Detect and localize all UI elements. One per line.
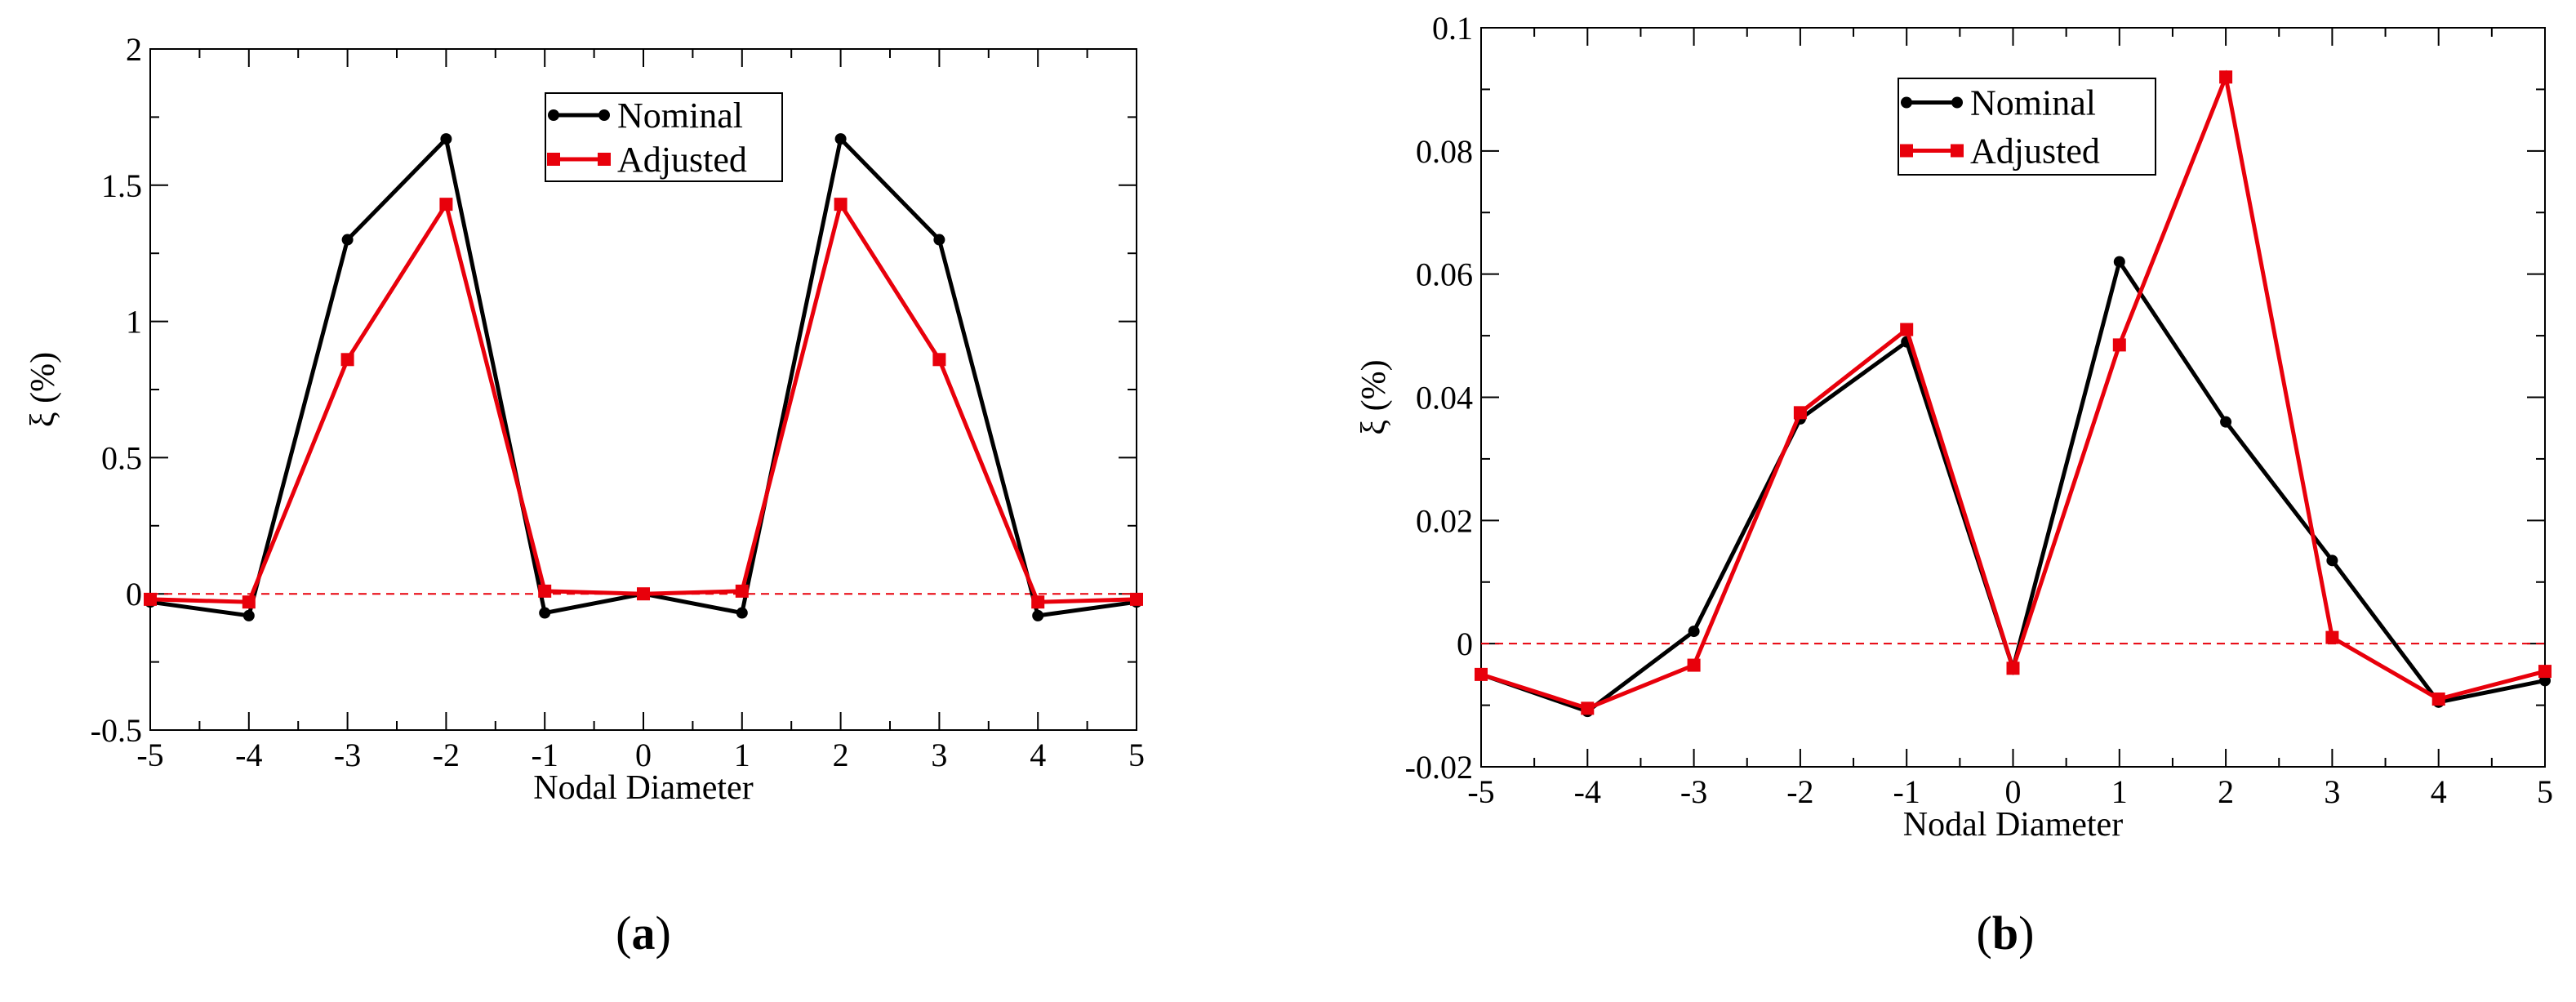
legend-box	[1898, 78, 2156, 176]
x-tick-label: 2	[2218, 773, 2234, 810]
data-point-adjusted	[1793, 406, 1807, 420]
x-tick-label: -5	[1467, 773, 1494, 810]
data-point-adjusted	[2219, 70, 2233, 84]
legend-marker	[1901, 96, 1912, 109]
data-point-adjusted	[1581, 701, 1595, 715]
series-line-nominal	[149, 134, 1137, 618]
x-tick-label: -3	[1680, 773, 1707, 810]
panel-caption-a: (a)	[616, 906, 671, 960]
data-point-adjusted	[2112, 338, 2126, 352]
x-tick-label: -4	[235, 737, 262, 773]
legend-label-nominal: Nominal	[1970, 83, 2096, 123]
legend-label-adjusted: Adjusted	[617, 140, 747, 180]
data-point-nominal	[933, 234, 945, 246]
y-tick-label: 0.5	[101, 439, 142, 476]
data-point-adjusted	[439, 198, 453, 212]
panel-caption-b: (b)	[1977, 906, 2035, 960]
data-point-adjusted	[1900, 323, 1914, 336]
y-tick-label: -0.5	[91, 712, 142, 749]
x-tick-label: -3	[334, 737, 361, 773]
x-tick-label: 2	[833, 737, 849, 773]
data-point-nominal	[2220, 416, 2232, 428]
data-point-adjusted	[2325, 630, 2339, 644]
x-tick-label: 4	[2431, 773, 2447, 810]
data-point-adjusted	[144, 592, 157, 606]
y-tick-label: 0.02	[1416, 502, 1473, 539]
legend-marker	[598, 153, 611, 166]
y-tick-label: 0	[1457, 626, 1473, 662]
data-point-adjusted	[834, 198, 848, 212]
data-point-adjusted	[340, 353, 354, 367]
y-tick-label: 2	[126, 31, 142, 68]
data-point-nominal	[1032, 609, 1044, 621]
x-tick-label: 1	[734, 737, 750, 773]
y-tick-label: 0.04	[1416, 380, 1473, 416]
data-point-adjusted	[1475, 667, 1488, 681]
chart-panel-a: -5 -4 -3 -2 -1 0 1 2 3 4 5 -0.5 0 0.5 1 1.5 2 Nodal Diame…	[24, 31, 1145, 807]
x-axis-label: Nodal Diameter	[533, 769, 753, 807]
legend-label-nominal: Nominal	[617, 96, 743, 136]
data-point-nominal	[2326, 554, 2338, 567]
x-tick-label: -2	[433, 737, 460, 773]
data-point-adjusted	[1687, 658, 1701, 672]
x-tick-label: 4	[1030, 737, 1046, 773]
y-tick-label: 1.5	[101, 167, 142, 204]
x-tick-label: -2	[1786, 773, 1813, 810]
y-tick-label: 0.06	[1416, 256, 1473, 293]
legend-label-adjusted: Adjusted	[1970, 131, 2100, 171]
legend-marker	[1900, 144, 1913, 158]
legend-marker	[548, 109, 559, 121]
y-tick-label: 0.1	[1432, 10, 1473, 47]
data-point-nominal	[341, 234, 354, 246]
panel-letter: a	[632, 906, 656, 960]
x-tick-label: -1	[532, 737, 558, 773]
data-point-nominal	[539, 607, 551, 619]
data-point-nominal	[1688, 626, 1700, 638]
data-point-nominal	[736, 607, 748, 619]
data-point-adjusted	[538, 584, 552, 598]
x-axis-label: Nodal Diameter	[1903, 806, 2123, 844]
legend-marker	[1951, 96, 1963, 109]
y-tick-label: 0.08	[1416, 133, 1473, 170]
chart-panel-b: -5 -4 -3 -2 -1 0 1 2 3 4 5 -0.02 0 0.02 0.04 0.06 0.08 0.…	[1355, 10, 2553, 844]
data-point-adjusted	[2006, 661, 2020, 675]
data-point-adjusted	[242, 595, 256, 609]
data-point-nominal	[242, 609, 255, 621]
y-tick-label: 1	[126, 304, 142, 341]
x-tick-label: 5	[2537, 773, 2553, 810]
data-point-nominal	[440, 133, 452, 145]
legend: Nominal Adjusted	[1898, 78, 2156, 176]
y-tick-label: -0.02	[1405, 749, 1473, 786]
legend-marker	[598, 109, 610, 121]
x-tick-label: 3	[931, 737, 947, 773]
legend-marker	[547, 153, 560, 166]
data-point-nominal	[834, 133, 847, 145]
data-point-adjusted	[637, 587, 650, 601]
x-tick-label: 5	[1128, 737, 1145, 773]
data-point-adjusted	[1130, 592, 1143, 606]
data-point-adjusted	[932, 353, 946, 367]
y-axis-label: ξ (%)	[1355, 359, 1393, 434]
panel-letter: b	[1992, 906, 2018, 960]
x-tick-label: -1	[1893, 773, 1920, 810]
x-tick-label: 0	[2005, 773, 2022, 810]
x-tick-label: 1	[2111, 773, 2128, 810]
y-axis-label: ξ (%)	[24, 352, 62, 427]
y-tick-label: 0	[126, 576, 142, 612]
data-point-adjusted	[735, 584, 749, 598]
x-tick-label: 3	[2324, 773, 2340, 810]
x-tick-label: -4	[1574, 773, 1601, 810]
x-tick-label: 0	[635, 737, 652, 773]
data-point-adjusted	[2538, 665, 2552, 679]
legend-marker	[1951, 144, 1964, 158]
data-point-adjusted	[1031, 595, 1045, 609]
x-tick-label: -5	[136, 737, 163, 773]
series-line-adjusted	[149, 198, 1137, 604]
data-point-adjusted	[2431, 692, 2445, 706]
data-point-nominal	[2113, 256, 2125, 268]
legend-box	[545, 92, 783, 182]
